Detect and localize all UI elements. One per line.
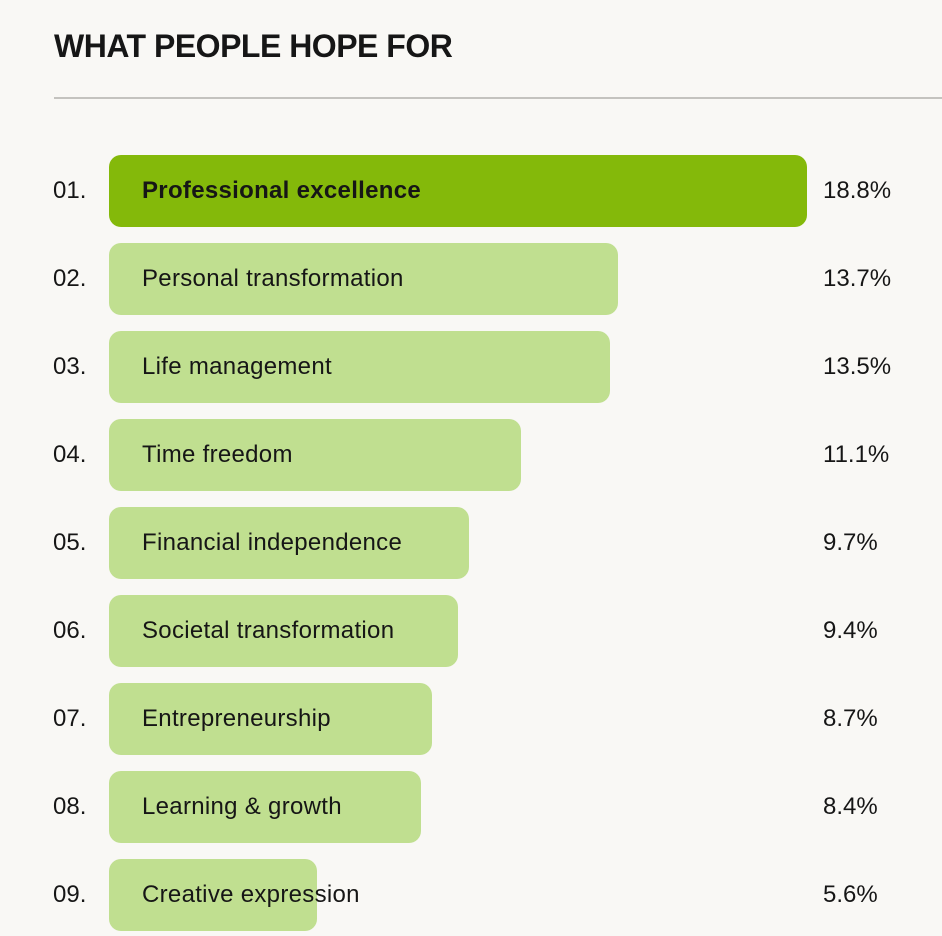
bar-row: 02. Personal transformation 13.7% [0, 243, 942, 315]
rank-label: 05. [53, 529, 87, 556]
value-label: 13.7% [823, 265, 892, 292]
category-label: Learning & growth [142, 793, 342, 820]
value-label: 8.7% [823, 705, 878, 732]
category-label: Societal transformation [142, 617, 395, 644]
rank-label: 08. [53, 793, 87, 820]
rank-label: 06. [53, 617, 87, 644]
bar [109, 683, 432, 755]
category-label: Personal transformation [142, 265, 404, 292]
category-label: Creative expression [142, 881, 360, 908]
category-label: Time freedom [142, 441, 293, 468]
title-divider [54, 97, 942, 99]
bar [109, 771, 421, 843]
bar-row: 04. Time freedom 11.1% [0, 419, 942, 491]
rank-label: 03. [53, 353, 87, 380]
bar-row: 08. Learning & growth 8.4% [0, 771, 942, 843]
bar [109, 595, 458, 667]
value-label: 11.1% [823, 441, 890, 468]
value-label: 8.4% [823, 793, 878, 820]
bar [109, 243, 618, 315]
value-label: 9.7% [823, 529, 878, 556]
category-label: Professional excellence [142, 177, 422, 204]
rank-label: 09. [53, 881, 87, 908]
value-label: 18.8% [823, 177, 892, 204]
value-label: 13.5% [823, 353, 892, 380]
category-label: Entrepreneurship [142, 705, 331, 732]
bar-row: 05. Financial independence 9.7% [0, 507, 942, 579]
bar [109, 331, 611, 403]
value-label: 5.6% [823, 881, 878, 908]
bar-row: 07. Entrepreneurship 8.7% [0, 683, 942, 755]
bar-row: 03. Life management 13.5% [0, 331, 942, 403]
bar-row: 06. Societal transformation 9.4% [0, 595, 942, 667]
rank-label: 01. [53, 177, 87, 204]
category-label: Life management [142, 353, 332, 380]
bar [109, 155, 807, 227]
rank-label: 04. [53, 441, 87, 468]
bar [109, 507, 470, 579]
chart-title: WHAT PEOPLE HOPE FOR [54, 28, 453, 64]
category-label: Financial independence [142, 529, 403, 556]
bar [109, 419, 522, 491]
bar-row: 09. Creative expression 5.6% [0, 859, 942, 931]
bar-row: 01. Professional excellence 18.8% [0, 155, 942, 227]
rank-label: 07. [53, 705, 87, 732]
value-label: 9.4% [823, 617, 878, 644]
rank-label: 02. [53, 265, 87, 292]
bar [109, 859, 317, 931]
